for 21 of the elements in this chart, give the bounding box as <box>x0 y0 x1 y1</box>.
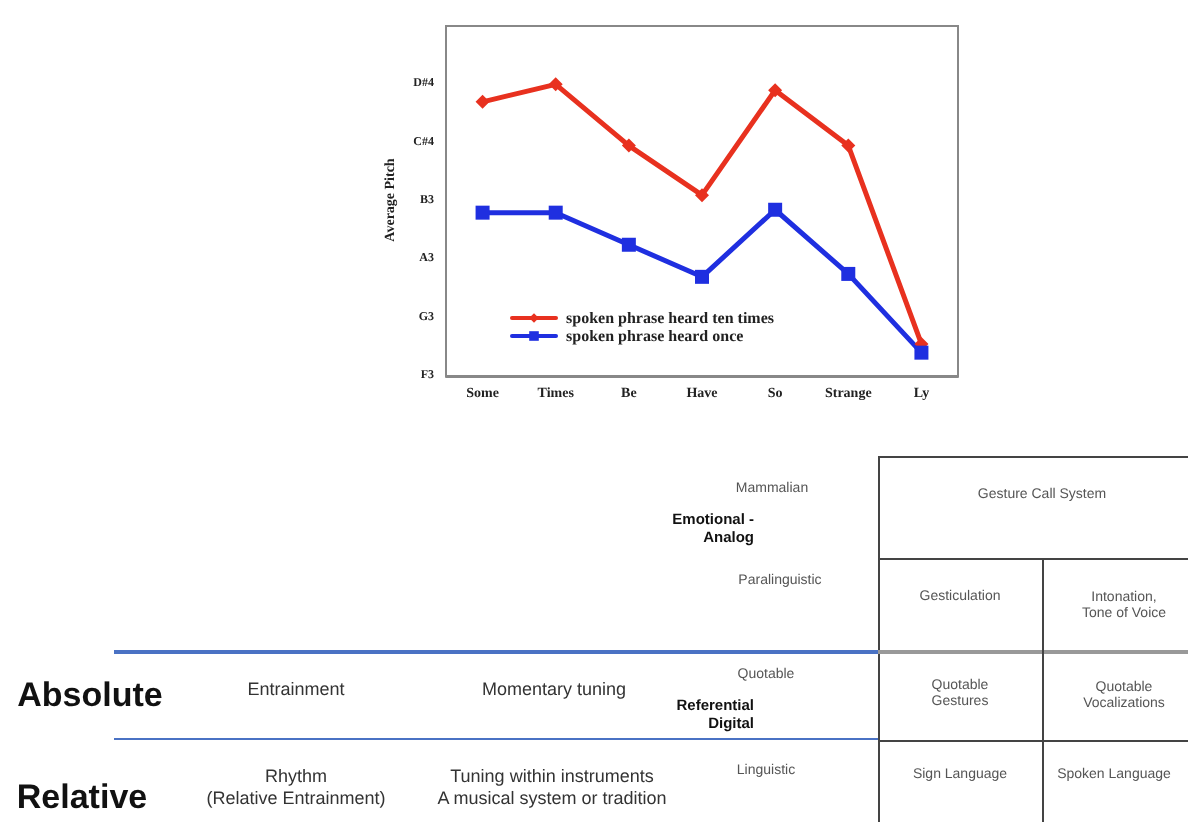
text: Relative <box>16 777 148 819</box>
point <box>695 269 709 284</box>
point <box>475 205 490 220</box>
point <box>768 83 783 98</box>
legend-label: spoken phrase heard ten times <box>566 309 775 327</box>
text: Rhythm (Relative Entrainment) <box>206 766 386 810</box>
text: Entrainment <box>247 679 345 701</box>
point <box>841 266 856 281</box>
point <box>841 138 856 153</box>
legend-label: spoken phrase heard once <box>566 327 745 345</box>
point <box>621 138 636 153</box>
point <box>475 94 490 109</box>
point <box>768 202 783 217</box>
point <box>695 188 709 203</box>
text: Tuning within instruments A musical system or tradition <box>437 766 667 810</box>
point <box>621 237 636 252</box>
point <box>548 77 563 92</box>
point <box>914 345 929 360</box>
text: Absolute <box>17 675 163 717</box>
text: Momentary tuning <box>481 679 627 701</box>
point <box>548 205 563 220</box>
